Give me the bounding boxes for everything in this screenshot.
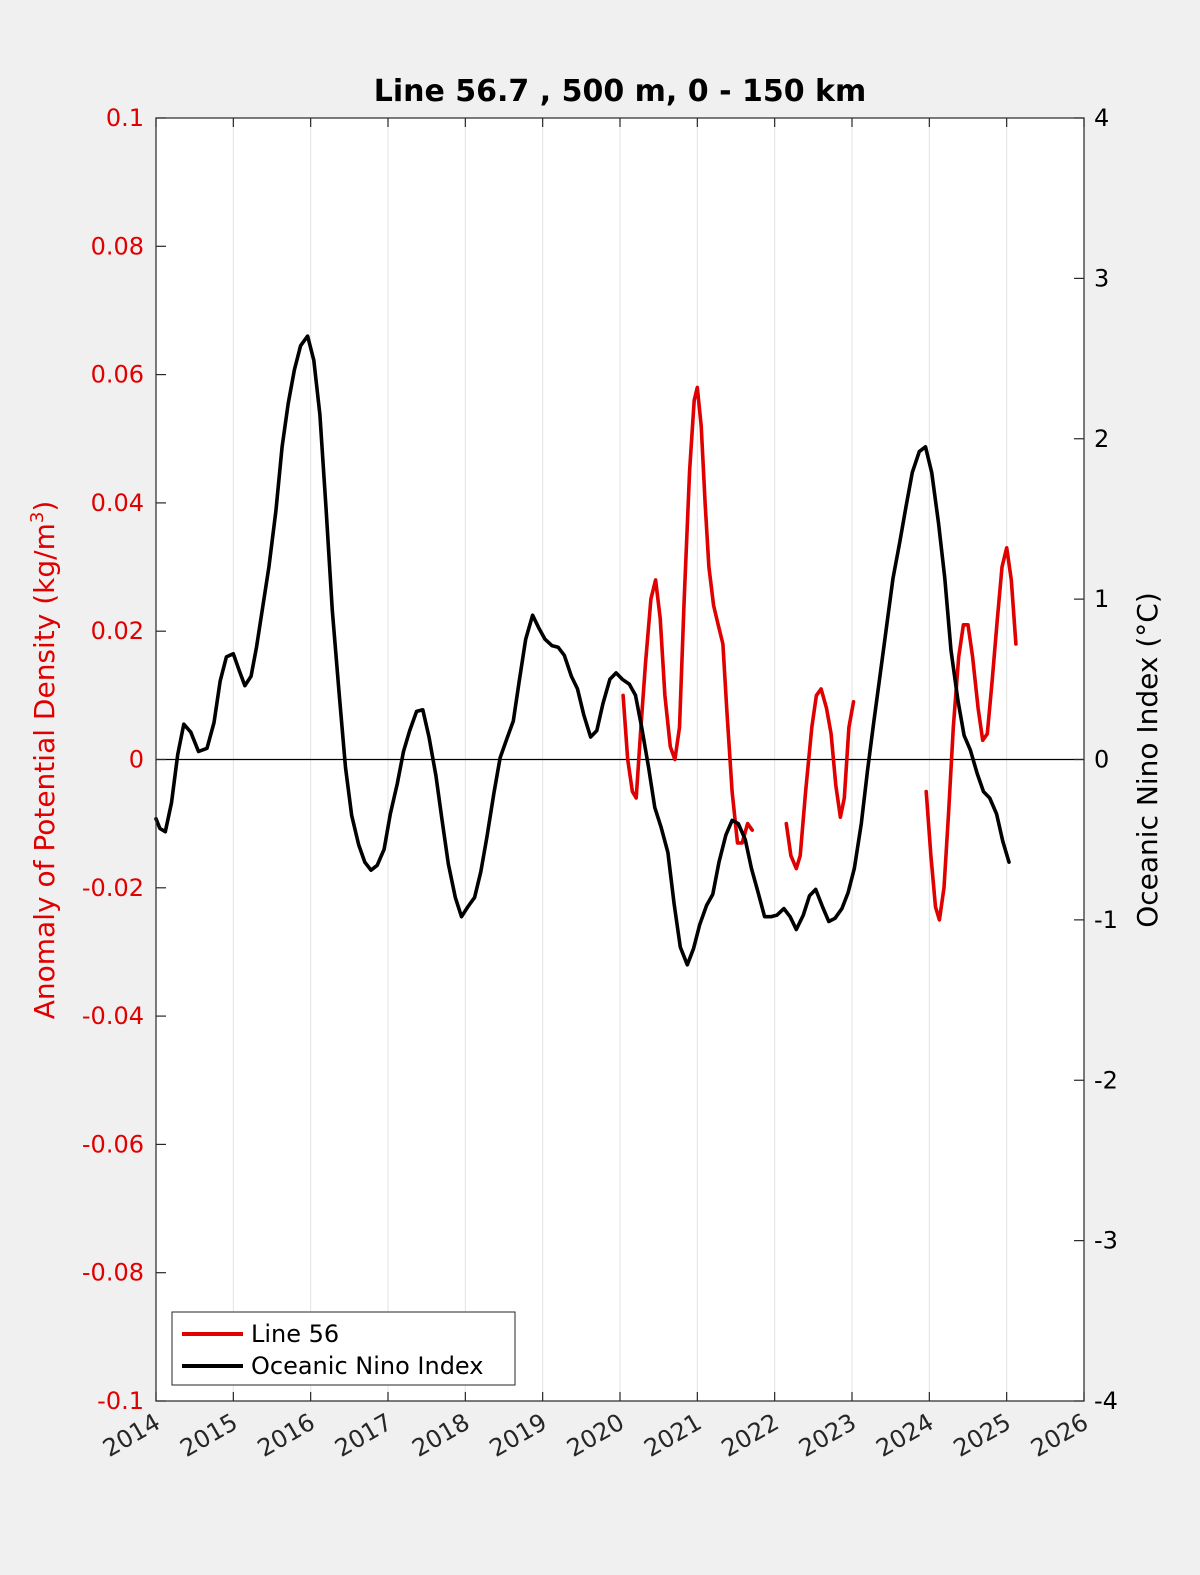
left-tick-label-6: 0.02 <box>91 617 144 645</box>
left-tick-label-4: -0.02 <box>82 874 144 902</box>
right-tick-label-4: 0 <box>1094 746 1109 774</box>
left-tick-label-2: -0.06 <box>82 1130 144 1158</box>
left-tick-label-10: 0.1 <box>106 104 144 132</box>
right-tick-label-0: -4 <box>1094 1387 1118 1415</box>
right-axis-ticks: -4 -3 -2 -1 0 1 2 3 4 <box>1074 104 1118 1415</box>
left-axis-ticks: -0.1 -0.08 -0.06 -0.04 -0.02 0 0.02 0.04 0.06 0.0… <box>82 104 166 1415</box>
legend-box <box>171 1311 516 1386</box>
left-axis-label-main: Anomaly of Potential Density (kg/m <box>28 523 61 1019</box>
left-tick-label-3: -0.04 <box>82 1002 144 1030</box>
left-tick-label-5: 0 <box>129 746 144 774</box>
right-tick-label-2: -2 <box>1094 1066 1118 1094</box>
legend-label-line-56: Line 56 <box>251 1320 339 1348</box>
left-axis-label-sup: 3 <box>27 512 48 523</box>
right-axis-label: Oceanic Nino Index (°C) <box>1131 592 1164 928</box>
series-line-line-56-segment-1 <box>784 687 856 871</box>
legend: Line 56 Oceanic Nino Index <box>171 1311 516 1386</box>
legend-label-oni: Oceanic Nino Index <box>251 1352 483 1380</box>
series-line-line-56-segment-2 <box>924 546 1018 922</box>
chart-title: Line 56.7 , 500 m, 0 - 150 km <box>374 74 867 109</box>
right-tick-label-5: 1 <box>1094 585 1109 613</box>
left-tick-label-0: -0.1 <box>97 1387 144 1415</box>
left-axis-label: Anomaly of Potential Density (kg/m3) <box>27 501 61 1020</box>
right-tick-label-3: -1 <box>1094 906 1118 934</box>
left-tick-label-9: 0.08 <box>91 232 144 260</box>
series-layer <box>154 334 1018 967</box>
left-tick-label-7: 0.04 <box>91 489 144 517</box>
left-tick-label-1: -0.08 <box>82 1259 144 1287</box>
left-tick-label-8: 0.06 <box>91 361 144 389</box>
series-line-oceanic-nino-index-segment-0 <box>154 334 1011 967</box>
left-axis-label-end: ) <box>28 501 61 512</box>
series-line-line-56-segment-0 <box>621 385 754 845</box>
right-tick-label-6: 2 <box>1094 425 1109 453</box>
right-tick-label-7: 3 <box>1094 264 1109 292</box>
right-tick-label-1: -3 <box>1094 1227 1118 1255</box>
right-tick-label-8: 4 <box>1094 104 1109 132</box>
